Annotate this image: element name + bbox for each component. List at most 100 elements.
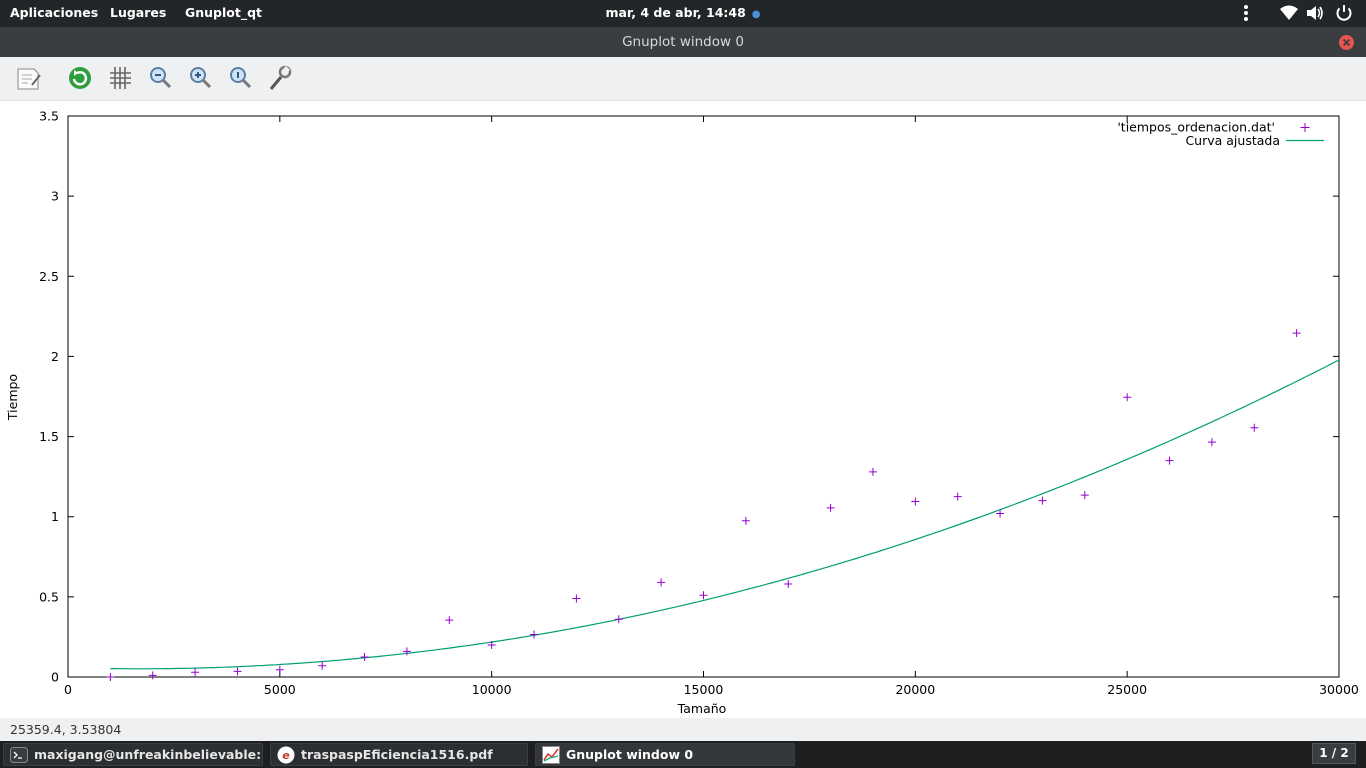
volume-icon[interactable] bbox=[1305, 4, 1325, 22]
close-button[interactable] bbox=[1339, 35, 1354, 50]
data-point bbox=[911, 497, 920, 506]
applications-menu[interactable]: Aplicaciones bbox=[10, 5, 99, 20]
x-tick-label: 15000 bbox=[684, 682, 724, 697]
legend-entry-curve-label: Curva ajustada bbox=[1185, 133, 1280, 148]
pdf-viewer-icon: e bbox=[277, 746, 295, 764]
data-point bbox=[614, 615, 623, 624]
y-tick-label: 2.5 bbox=[39, 269, 59, 284]
ticks-layer bbox=[67, 115, 1340, 678]
wifi-icon[interactable] bbox=[1279, 4, 1299, 22]
data-point bbox=[1250, 423, 1259, 432]
y-tick-label: 3.5 bbox=[39, 109, 59, 124]
clock[interactable]: mar, 4 de abr, 14:48 bbox=[605, 5, 746, 20]
cursor-coordinates: 25359.4, 3.53804 bbox=[10, 722, 122, 737]
data-point bbox=[402, 647, 411, 656]
app-menu[interactable]: Gnuplot_qt bbox=[185, 5, 263, 20]
y-tick-label: 1.5 bbox=[39, 429, 59, 444]
data-point bbox=[699, 591, 708, 600]
y-tick-label: 0 bbox=[51, 670, 59, 685]
chart[interactable]: 0 5000 10000 15000 20000 25000 30000 0 0.5 1 1.5 2… bbox=[0, 101, 1366, 718]
zoom-out-icon bbox=[150, 67, 172, 89]
data-point bbox=[868, 467, 877, 476]
data-points-layer bbox=[106, 329, 1301, 681]
export-button[interactable] bbox=[14, 63, 44, 93]
data-point bbox=[784, 580, 793, 589]
taskbar-item-label: maxigang@unfreakinbelievable:~/... bbox=[34, 747, 262, 762]
x-tick-label: 25000 bbox=[1107, 682, 1147, 697]
clock-container: mar, 4 de abr, 14:48 ● bbox=[0, 0, 1366, 27]
data-point bbox=[1038, 496, 1047, 505]
close-icon bbox=[1342, 38, 1351, 47]
taskbar-item-terminal[interactable]: maxigang@unfreakinbelievable:~/... bbox=[3, 743, 263, 766]
export-icon bbox=[17, 68, 41, 90]
x-tick-label: 5000 bbox=[264, 682, 296, 697]
settings-button[interactable] bbox=[265, 63, 295, 93]
data-point bbox=[741, 516, 750, 525]
data-point bbox=[191, 668, 200, 677]
places-menu[interactable]: Lugares bbox=[110, 5, 167, 20]
data-point bbox=[106, 673, 115, 681]
power-icon[interactable] bbox=[1334, 4, 1354, 22]
status-bar: 25359.4, 3.53804 bbox=[0, 718, 1366, 741]
data-point bbox=[487, 640, 496, 649]
data-point bbox=[996, 509, 1005, 518]
x-tick-label: 0 bbox=[64, 682, 72, 697]
gnuplot-icon bbox=[542, 746, 560, 764]
taskbar-item-label: traspaspEficiencia1516.pdf bbox=[301, 747, 493, 762]
legend: 'tiempos_ordenacion.dat' Curva ajustada bbox=[1117, 120, 1324, 148]
zoom-in-icon bbox=[190, 67, 212, 89]
workspace-indicator[interactable]: 1 / 2 bbox=[1312, 743, 1356, 764]
y-tick-label: 1 bbox=[51, 509, 59, 524]
vertical-dots-icon[interactable] bbox=[1236, 4, 1256, 22]
settings-wrench-icon bbox=[269, 65, 292, 90]
zoom-in-button[interactable] bbox=[185, 63, 215, 93]
plot-area[interactable]: 0 5000 10000 15000 20000 25000 30000 0 0.5 1 1.5 2… bbox=[0, 101, 1366, 718]
x-tick-label: 10000 bbox=[472, 682, 512, 697]
y-tick-labels: 0 0.5 1 1.5 2 2.5 3 3.5 bbox=[39, 109, 59, 685]
toolbar bbox=[0, 57, 1366, 101]
zoom-out-button[interactable] bbox=[145, 63, 175, 93]
grid-button[interactable] bbox=[105, 63, 135, 93]
data-point bbox=[233, 667, 242, 676]
svg-text:e: e bbox=[282, 749, 290, 762]
taskbar-item-pdf[interactable]: e traspaspEficiencia1516.pdf bbox=[270, 743, 528, 766]
data-point bbox=[1207, 438, 1216, 447]
data-point bbox=[1123, 393, 1132, 402]
zoom-fit-icon bbox=[230, 67, 252, 89]
taskbar-item-label: Gnuplot window 0 bbox=[566, 747, 694, 762]
x-tick-labels: 0 5000 10000 15000 20000 25000 30000 bbox=[64, 682, 1359, 697]
taskbar-item-gnuplot[interactable]: Gnuplot window 0 bbox=[535, 743, 795, 766]
y-tick-label: 2 bbox=[51, 349, 59, 364]
data-point bbox=[826, 503, 835, 512]
taskbar: maxigang@unfreakinbelievable:~/... e tra… bbox=[0, 741, 1366, 768]
data-point bbox=[1080, 491, 1089, 500]
data-point bbox=[953, 492, 962, 501]
x-tick-label: 20000 bbox=[895, 682, 935, 697]
y-tick-label: 3 bbox=[51, 189, 59, 204]
data-point bbox=[148, 671, 157, 680]
zoom-fit-button[interactable] bbox=[225, 63, 255, 93]
top-panel: Aplicaciones Lugares Gnuplot_qt mar, 4 d… bbox=[0, 0, 1366, 27]
data-point bbox=[360, 652, 369, 661]
x-axis-label: Tamaño bbox=[677, 701, 727, 716]
data-point bbox=[1165, 456, 1174, 465]
data-point bbox=[1292, 329, 1301, 338]
data-point bbox=[657, 578, 666, 587]
y-axis-label: Tiempo bbox=[5, 374, 20, 421]
terminal-icon bbox=[10, 747, 28, 763]
replot-button[interactable] bbox=[65, 63, 95, 93]
notification-dot-icon: ● bbox=[751, 9, 761, 20]
y-tick-label: 0.5 bbox=[39, 589, 59, 604]
data-point bbox=[445, 616, 454, 625]
data-point bbox=[275, 665, 284, 674]
window-title: Gnuplot window 0 bbox=[622, 34, 744, 50]
data-point bbox=[530, 630, 539, 639]
data-point bbox=[572, 594, 581, 603]
data-point bbox=[318, 661, 327, 670]
legend-entry-points-marker bbox=[1300, 123, 1310, 132]
fitted-curve-line bbox=[110, 359, 1340, 670]
window-titlebar: Gnuplot window 0 bbox=[0, 27, 1366, 57]
x-tick-label: 30000 bbox=[1319, 682, 1359, 697]
replot-icon bbox=[69, 67, 91, 89]
grid-icon bbox=[110, 67, 131, 89]
